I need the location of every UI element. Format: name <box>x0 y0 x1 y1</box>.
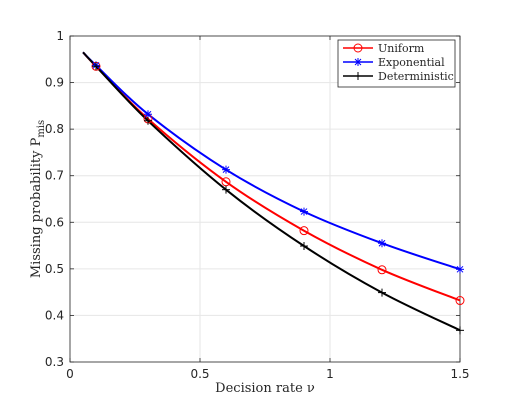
y-tick-label: 0.5 <box>45 262 64 276</box>
y-tick-label: 0.8 <box>45 122 64 136</box>
x-tick-label: 0 <box>66 367 74 381</box>
data-point-exponential <box>222 165 230 174</box>
legend-label-exponential: Exponential <box>378 56 445 69</box>
data-point-exponential-stroke-d2 <box>222 166 230 174</box>
legend-marker-uniform <box>353 43 363 53</box>
y-axis-title: Missing probability Pmis <box>29 120 47 278</box>
y-tick-label: 0.3 <box>45 355 64 369</box>
series-line-deterministic <box>82 51 461 332</box>
plot-frame <box>69 35 461 363</box>
data-point-deterministic <box>300 242 308 251</box>
series-line-uniform <box>82 51 461 302</box>
y-tick-label: 1 <box>56 29 64 43</box>
data-point-uniform <box>377 265 387 275</box>
series-markers <box>91 61 465 335</box>
data-point-deterministic <box>222 185 230 194</box>
x-axis-ticks: 0 0.5 1 1.5 <box>66 36 470 381</box>
y-tick-label: 0.4 <box>45 308 64 322</box>
data-point-deterministic <box>378 288 386 297</box>
data-point-exponential <box>378 239 386 248</box>
data-point-exponential <box>300 207 308 216</box>
x-tick-label: 1 <box>326 367 334 381</box>
data-point-exponential-stroke-d2 <box>378 239 386 247</box>
legend-label-uniform: Uniform <box>378 42 425 55</box>
data-point-exponential-stroke-d2 <box>456 265 464 273</box>
data-point-exponential-stroke-d2 <box>144 110 152 118</box>
data-point-uniform <box>455 296 465 306</box>
data-point-exponential-stroke-d2 <box>300 208 308 215</box>
y-tick-label: 0.7 <box>45 169 64 183</box>
y-axis-title-subscript: mis <box>36 120 47 138</box>
y-tick-label: 0.9 <box>45 76 64 90</box>
data-point-exponential <box>456 265 464 274</box>
x-tick-label: 0.5 <box>190 367 209 381</box>
y-axis-title-main: Missing probability P <box>29 137 44 278</box>
data-point-uniform-shape <box>299 226 309 236</box>
x-tick-label: 1.5 <box>450 367 469 381</box>
y-tick-label: 0.6 <box>45 215 64 229</box>
data-point-uniform <box>299 226 309 236</box>
data-point-deterministic <box>92 62 100 71</box>
data-point-deterministic <box>456 326 464 335</box>
legend-label-deterministic: Deterministic <box>378 70 454 83</box>
series-lines <box>82 51 461 332</box>
legend-marker-exponential-stroke-d2 <box>354 58 362 66</box>
x-axis-title: Decision rate ν <box>215 381 315 396</box>
y-axis-ticks: 0.3 0.4 0.5 0.6 0.7 0.8 0.9 1 <box>45 29 460 369</box>
legend-marker-uniform-shape <box>353 43 363 53</box>
legend-marker-exponential <box>354 58 362 66</box>
data-point-deterministic <box>144 116 152 125</box>
data-point-uniform-shape <box>455 296 465 306</box>
data-point-uniform-shape <box>377 265 387 275</box>
legend-marker-deterministic <box>354 72 362 80</box>
